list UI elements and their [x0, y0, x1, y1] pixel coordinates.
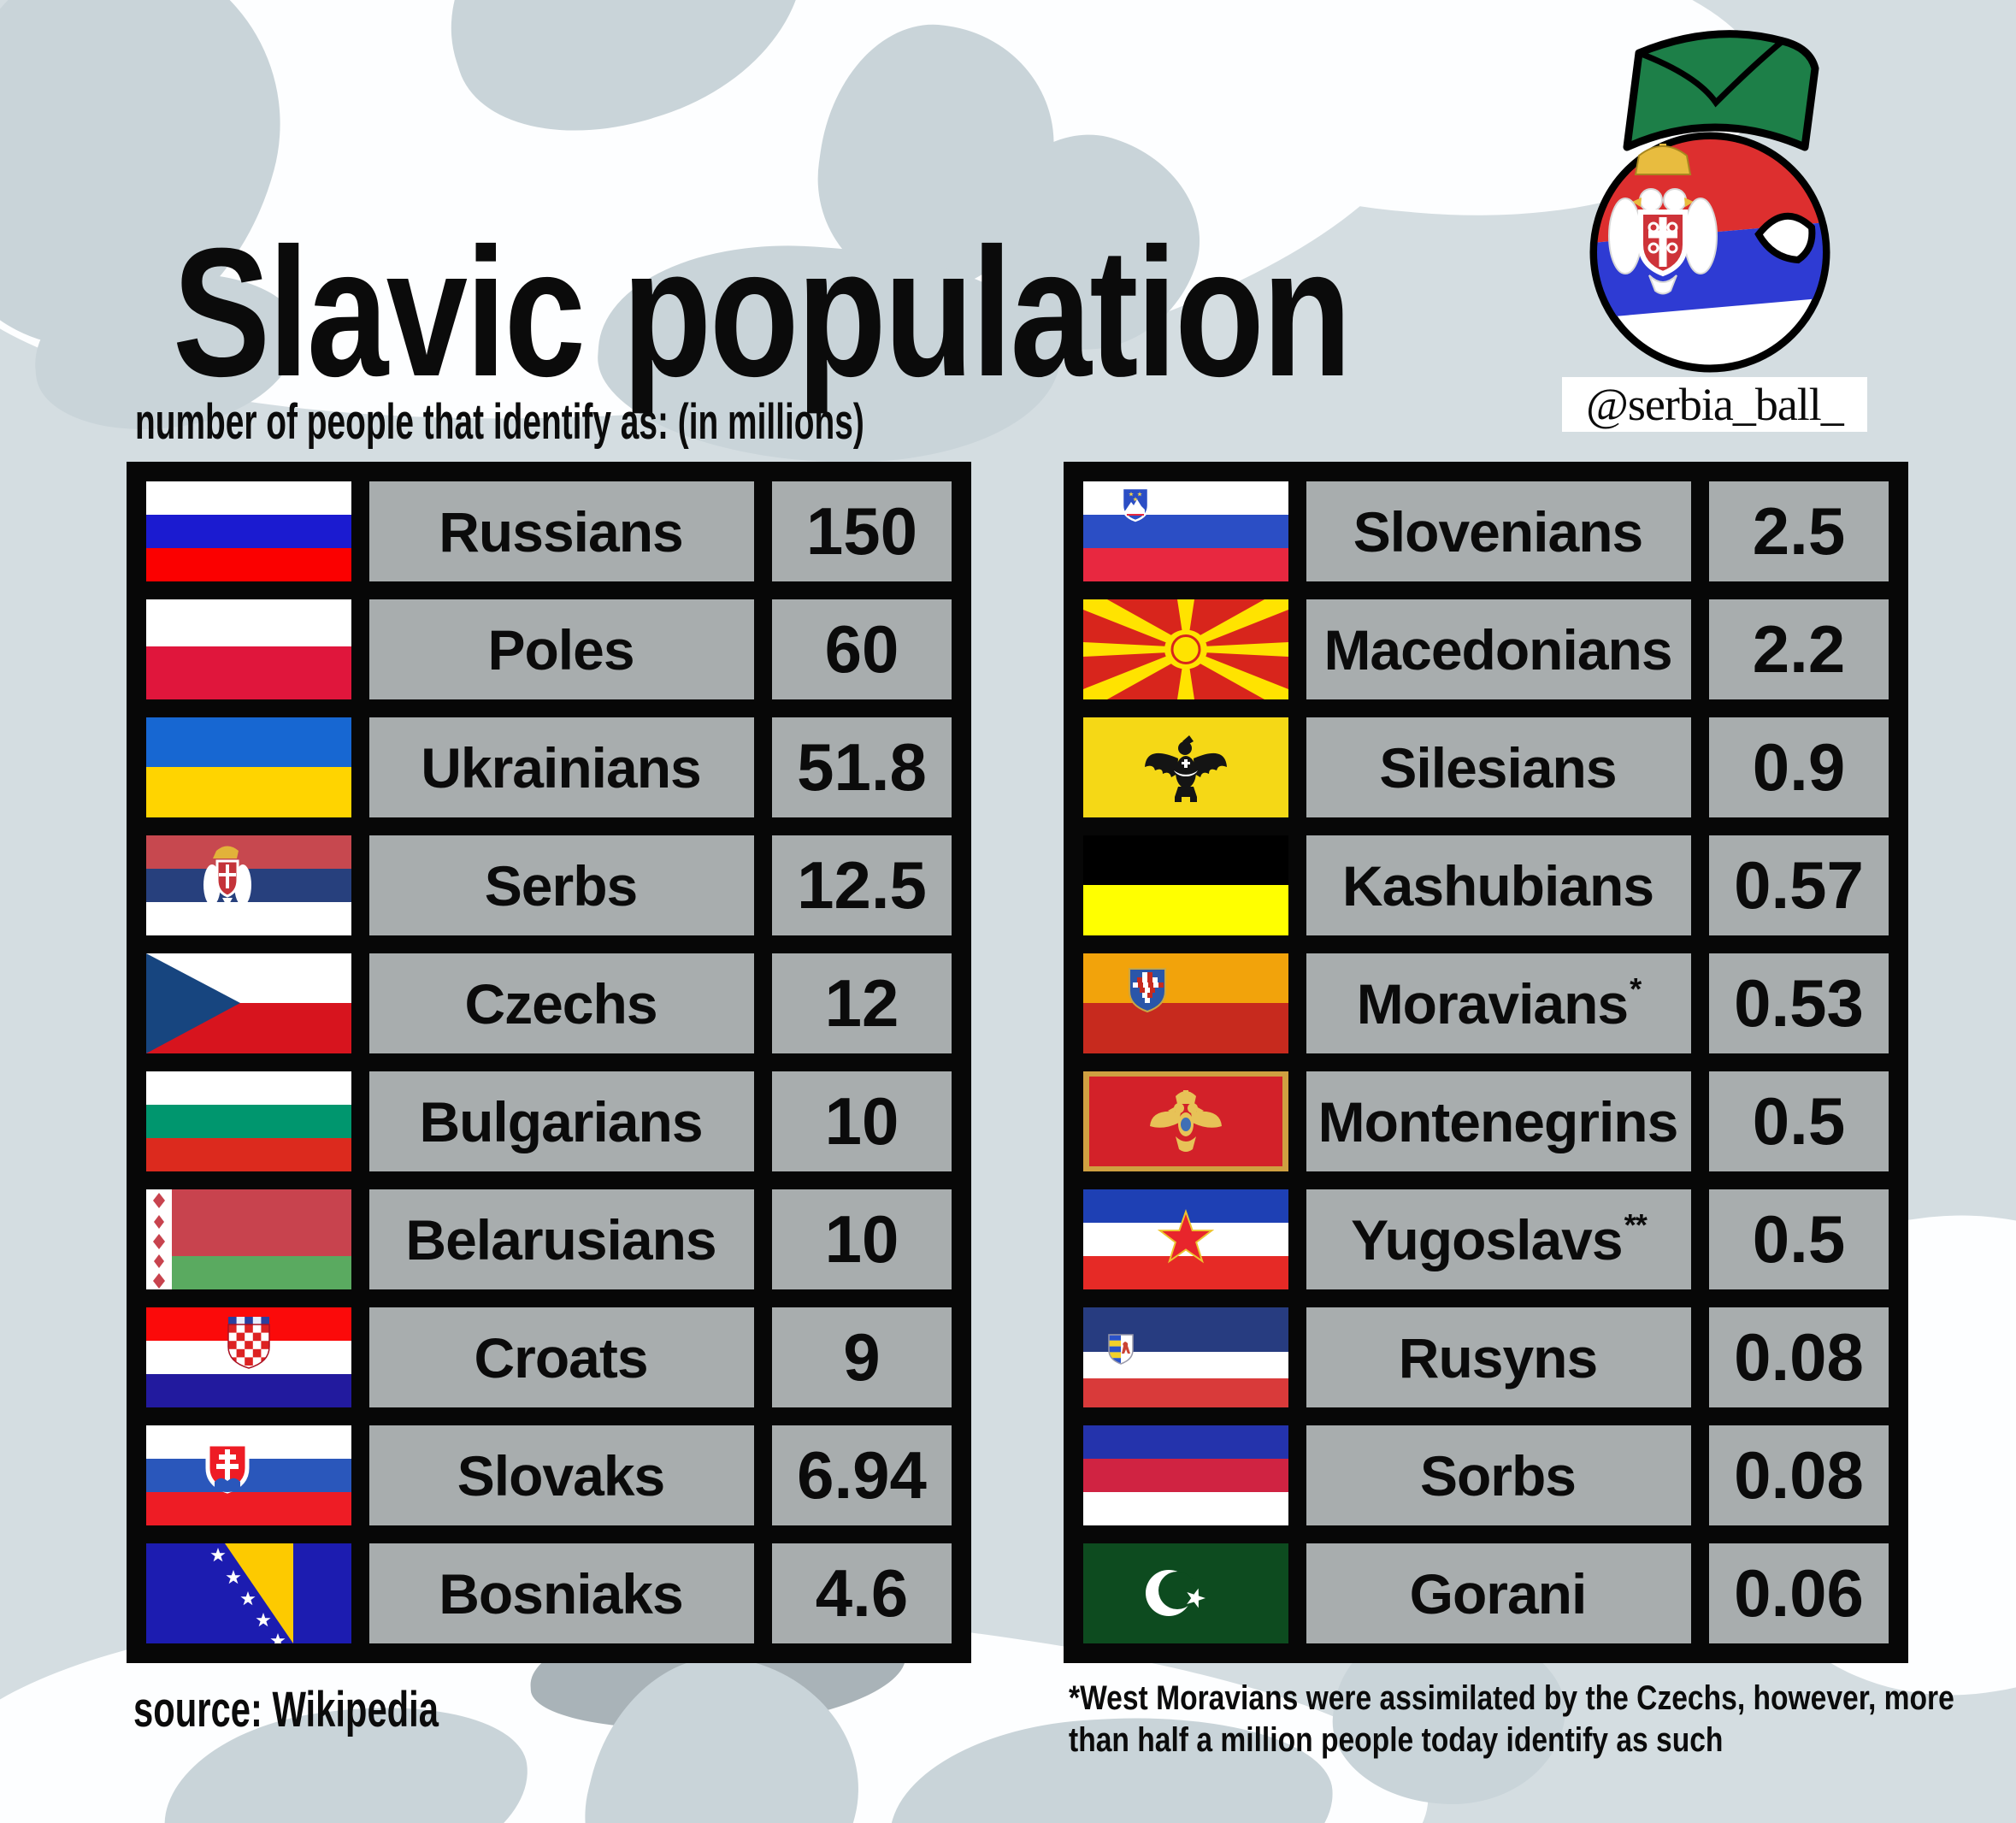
flag-montenegro-icon	[1083, 1071, 1288, 1171]
population-value: 0.5	[1709, 1071, 1889, 1171]
group-name: Yugoslavs **	[1306, 1189, 1691, 1289]
serbia-coat-of-arms	[1608, 144, 1718, 295]
group-name: Czechs	[369, 953, 754, 1053]
subtitle: number of people that identify as: (in m…	[135, 394, 864, 450]
flag-bulgaria-icon	[146, 1071, 351, 1171]
population-value: 0.9	[1709, 717, 1889, 817]
flag-rusyn-icon	[1083, 1307, 1288, 1407]
population-value: 0.08	[1709, 1307, 1889, 1407]
flag-ukraine-icon	[146, 717, 351, 817]
group-name: Macedonians	[1306, 599, 1691, 699]
flag-belarus-icon	[146, 1189, 351, 1289]
population-value: 0.57	[1709, 835, 1889, 935]
group-name: Sorbs	[1306, 1425, 1691, 1525]
group-name: Gorani	[1306, 1543, 1691, 1643]
flag-silesia-icon	[1083, 717, 1288, 817]
flag-macedonia-icon	[1083, 599, 1288, 699]
flag-serbia-icon	[146, 835, 351, 935]
population-value: 150	[772, 481, 952, 581]
population-value: 0.5	[1709, 1189, 1889, 1289]
group-name: Slovenians	[1306, 481, 1691, 581]
flag-sorbs-icon	[1083, 1425, 1288, 1525]
source-credit: source: Wikipedia	[133, 1682, 439, 1737]
group-name: Silesians	[1306, 717, 1691, 817]
group-name: Kashubians	[1306, 835, 1691, 935]
group-name: Bosniaks	[369, 1543, 754, 1643]
flag-czechia-icon	[146, 953, 351, 1053]
page-title: Slavic population	[173, 210, 1352, 416]
population-table-left: Russians 150 Poles 60 Ukrainians 51.8 Se…	[127, 462, 971, 1663]
flag-bosnia-icon	[146, 1543, 351, 1643]
group-name: Russians	[369, 481, 754, 581]
population-value: 10	[772, 1071, 952, 1171]
group-name: Ukrainians	[369, 717, 754, 817]
group-name: Croats	[369, 1307, 754, 1407]
population-table-right: Slovenians 2.5 Macedonians 2.2	[1064, 462, 1908, 1663]
group-name: Rusyns	[1306, 1307, 1691, 1407]
flag-russia-icon	[146, 481, 351, 581]
population-value: 0.53	[1709, 953, 1889, 1053]
population-value: 0.08	[1709, 1425, 1889, 1525]
population-value: 12	[772, 953, 952, 1053]
population-value: 4.6	[772, 1543, 952, 1643]
flag-croatia-icon	[146, 1307, 351, 1407]
population-value: 10	[772, 1189, 952, 1289]
flag-kashubia-icon	[1083, 835, 1288, 935]
flag-gorani-icon	[1083, 1543, 1288, 1643]
population-value: 2.5	[1709, 481, 1889, 581]
population-value: 6.94	[772, 1425, 952, 1525]
social-handle[interactable]: @serbia_ball_	[1562, 377, 1867, 432]
wink-eye	[1754, 212, 1816, 264]
flag-yugoslavia-icon	[1083, 1189, 1288, 1289]
group-name: Belarusians	[369, 1189, 754, 1289]
population-value: 12.5	[772, 835, 952, 935]
group-name: Poles	[369, 599, 754, 699]
population-value: 60	[772, 599, 952, 699]
serbia-countryball-icon	[1589, 30, 1830, 373]
population-value: 51.8	[772, 717, 952, 817]
flag-moravia-icon	[1083, 953, 1288, 1053]
group-name: Montenegrins	[1306, 1071, 1691, 1171]
population-value: 2.2	[1709, 599, 1889, 699]
footnote: *West Moravians were assimilated by the …	[1069, 1679, 1954, 1759]
group-name: Serbs	[369, 835, 754, 935]
flag-poland-icon	[146, 599, 351, 699]
sajkaca-cap	[1623, 30, 1819, 151]
population-value: 0.06	[1709, 1543, 1889, 1643]
flag-slovakia-icon	[146, 1425, 351, 1525]
group-name: Moravians *	[1306, 953, 1691, 1053]
group-name: Slovaks	[369, 1425, 754, 1525]
group-name: Bulgarians	[369, 1071, 754, 1171]
flag-slovenia-icon	[1083, 481, 1288, 581]
population-value: 9	[772, 1307, 952, 1407]
